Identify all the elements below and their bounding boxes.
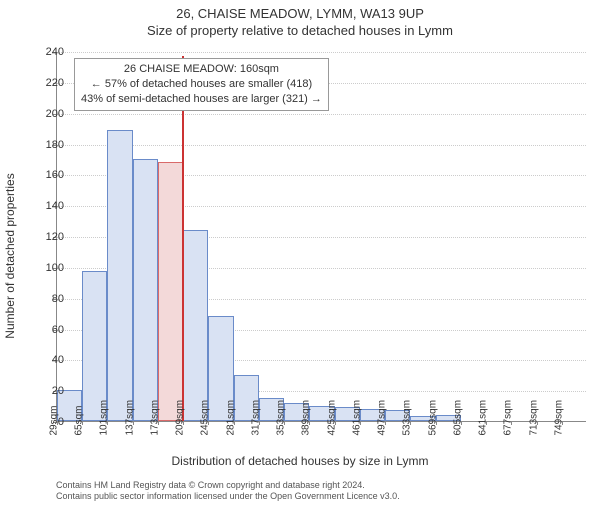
y-axis-label: Number of detached properties bbox=[3, 173, 17, 338]
histogram-bar bbox=[107, 130, 132, 421]
ytick-label: 40 bbox=[34, 354, 64, 366]
annotation-line2: ← 57% of detached houses are smaller (41… bbox=[81, 77, 322, 92]
histogram-bar bbox=[133, 159, 158, 421]
annotation-line1: 26 CHAISE MEADOW: 160sqm bbox=[81, 62, 322, 77]
annotation-line3: 43% of semi-detached houses are larger (… bbox=[81, 92, 322, 107]
ytick-label: 20 bbox=[34, 385, 64, 397]
footer-line1: Contains HM Land Registry data © Crown c… bbox=[56, 480, 400, 491]
ytick-label: 0 bbox=[34, 416, 64, 428]
ytick-label: 180 bbox=[34, 139, 64, 151]
ytick-label: 220 bbox=[34, 77, 64, 89]
title-sub: Size of property relative to detached ho… bbox=[0, 23, 600, 38]
ytick-label: 100 bbox=[34, 262, 64, 274]
gridline bbox=[57, 52, 586, 53]
ytick-label: 80 bbox=[34, 293, 64, 305]
footer: Contains HM Land Registry data © Crown c… bbox=[56, 480, 400, 503]
chart-container: 26, CHAISE MEADOW, LYMM, WA13 9UP Size o… bbox=[0, 6, 600, 506]
ytick-label: 120 bbox=[34, 231, 64, 243]
gridline bbox=[57, 114, 586, 115]
ytick-label: 140 bbox=[34, 200, 64, 212]
ytick-label: 60 bbox=[34, 324, 64, 336]
footer-line2: Contains public sector information licen… bbox=[56, 491, 400, 502]
histogram-bar bbox=[82, 271, 107, 421]
gridline bbox=[57, 145, 586, 146]
histogram-bar bbox=[158, 162, 183, 421]
title-main: 26, CHAISE MEADOW, LYMM, WA13 9UP bbox=[0, 6, 600, 21]
ytick-label: 240 bbox=[34, 46, 64, 58]
histogram-bar bbox=[183, 230, 208, 421]
x-axis-label: Distribution of detached houses by size … bbox=[171, 454, 428, 468]
reference-line bbox=[182, 56, 184, 421]
ytick-label: 200 bbox=[34, 108, 64, 120]
annotation-box: 26 CHAISE MEADOW: 160sqm ← 57% of detach… bbox=[74, 58, 329, 111]
plot-wrap: 29sqm65sqm101sqm137sqm173sqm209sqm245sqm… bbox=[56, 52, 586, 422]
ytick-label: 160 bbox=[34, 169, 64, 181]
